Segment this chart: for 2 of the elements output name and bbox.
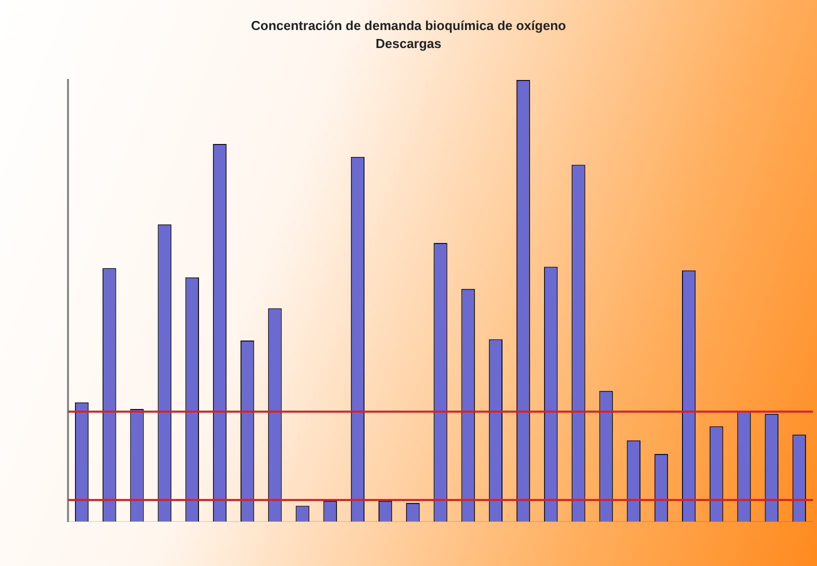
chart-title: Concentración de demanda bioquímica de oxígeno	[250, 18, 567, 33]
chart-subtitle: Descargas	[374, 36, 442, 51]
